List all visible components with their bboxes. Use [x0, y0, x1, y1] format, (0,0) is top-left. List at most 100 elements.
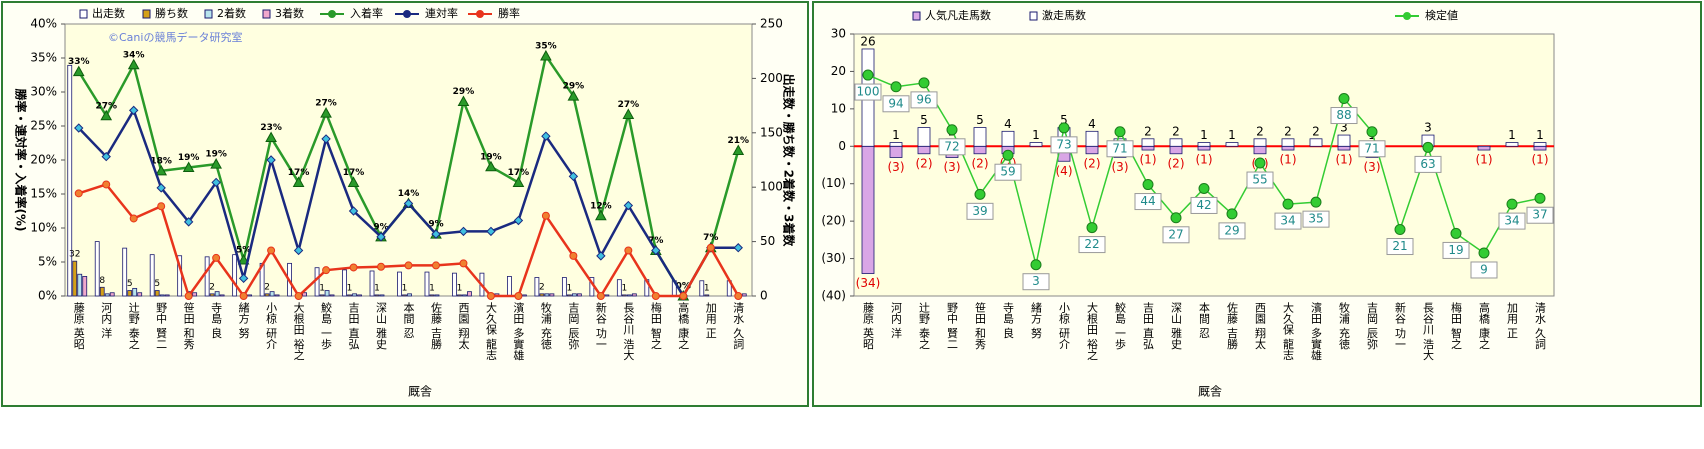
bar-label: 2	[539, 282, 545, 292]
data-label: 9%	[428, 220, 443, 230]
y2-tick-label: 200	[760, 71, 783, 85]
legend-label: 勝率	[498, 6, 520, 20]
marker	[267, 246, 276, 255]
bar	[232, 254, 238, 297]
bar	[247, 294, 253, 297]
marker	[1226, 208, 1238, 220]
marker	[1534, 192, 1546, 204]
x-tick-label: 牧浦 充徳	[1338, 301, 1351, 350]
bar-label: 1	[1032, 128, 1040, 142]
data-label: 37	[1532, 208, 1547, 222]
marker	[458, 226, 469, 237]
label-box	[1302, 210, 1330, 228]
x-tick-label: 大久保 龍志	[1282, 301, 1295, 361]
marker	[157, 202, 166, 211]
marker	[127, 58, 140, 70]
bar	[352, 293, 357, 297]
label-box	[1442, 241, 1470, 259]
bar	[109, 292, 115, 297]
legend-label: 出走数	[92, 6, 125, 20]
marker	[74, 123, 84, 133]
bar-label: 1	[457, 283, 463, 293]
marker	[237, 253, 250, 265]
bar	[72, 260, 78, 297]
marker	[431, 229, 441, 239]
bar	[861, 145, 875, 274]
bar	[507, 276, 512, 297]
bar	[99, 286, 105, 297]
bar	[434, 294, 440, 297]
data-label: 34	[1504, 214, 1519, 228]
x-tick-label: 新谷 功一	[1394, 301, 1407, 350]
data-label: 34	[1280, 214, 1295, 228]
bar	[82, 276, 88, 297]
data-label: 5%	[236, 245, 251, 255]
bar	[1197, 142, 1211, 147]
marker	[1310, 196, 1322, 208]
bar	[1253, 138, 1267, 147]
x-tick-label: 鮫島 一歩	[1114, 301, 1127, 350]
bar	[274, 294, 280, 297]
bar-label: (2)	[916, 156, 933, 170]
marker	[890, 81, 902, 93]
bar	[534, 277, 540, 297]
marker	[651, 245, 661, 256]
bar-label: 3	[1340, 121, 1348, 135]
data-label: 27%	[315, 99, 337, 109]
legend-label: 検定値	[1425, 8, 1458, 22]
legend-marker	[328, 10, 336, 18]
bar	[219, 294, 225, 297]
marker	[349, 263, 358, 272]
x-tick-label: 吉岡 辰弥	[567, 302, 580, 350]
marker	[541, 131, 551, 141]
legend-label: 3着数	[275, 6, 304, 20]
label-box	[1218, 222, 1246, 240]
x-tick-label: 笹田 和秀	[974, 302, 987, 350]
data-label: 21%	[727, 136, 749, 146]
bar-label: 2	[1172, 124, 1180, 138]
bar	[357, 294, 362, 297]
bar-label: (1)	[1532, 153, 1549, 167]
label-box	[1414, 155, 1442, 173]
bar-label: 1	[892, 128, 900, 142]
watermark: ©Caniの競馬データ研究室	[108, 30, 242, 44]
data-label: 35	[1308, 212, 1323, 226]
marker	[734, 292, 743, 300]
bar	[379, 294, 385, 297]
marker	[212, 253, 221, 262]
bar	[561, 277, 567, 297]
x-tick-label: 深山 雅史	[1170, 302, 1183, 350]
bar	[544, 293, 550, 297]
marker	[431, 261, 440, 270]
legend-label: 2着数	[217, 6, 246, 20]
data-label: 17%	[508, 168, 530, 178]
marker	[238, 273, 249, 284]
bar-label: (2)	[1168, 156, 1185, 170]
x-tick-label: 鮫島 一歩	[320, 301, 333, 350]
y-tick-label: 20	[831, 64, 846, 78]
marker	[1338, 93, 1350, 105]
marker	[128, 105, 139, 116]
data-label: 14%	[398, 189, 420, 199]
label-box	[1050, 136, 1078, 154]
data-label: 29%	[563, 82, 585, 92]
x-tick-label: 本間 忍	[402, 301, 415, 339]
bar	[329, 294, 335, 297]
bar	[452, 272, 457, 297]
y-tick-label: 10	[831, 101, 846, 115]
bar	[699, 280, 705, 297]
y-tick-label: 20%	[30, 153, 57, 167]
marker	[1030, 259, 1042, 271]
data-label: 19%	[205, 150, 227, 160]
bar	[566, 294, 572, 297]
bar	[94, 241, 100, 297]
data-label: 17%	[288, 168, 310, 178]
label-box	[1330, 107, 1358, 125]
x-tick-label: 寺島 良	[210, 302, 223, 339]
marker	[184, 292, 193, 300]
bar	[1141, 145, 1155, 151]
data-label: 23%	[260, 123, 282, 133]
marker	[292, 176, 305, 187]
y-tick-label: 10%	[30, 221, 57, 235]
data-label: 19%	[178, 153, 200, 163]
